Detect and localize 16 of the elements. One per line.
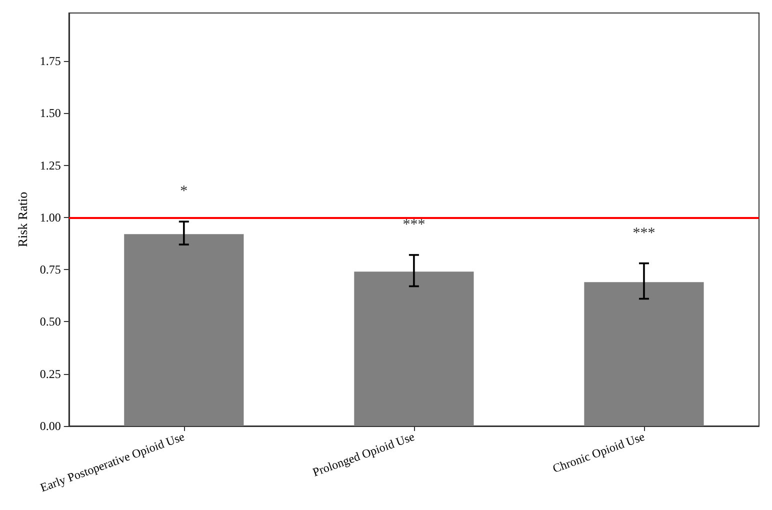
annotation: *** [632, 225, 656, 242]
y-tick-label: 0.00 [40, 419, 61, 433]
x-tick-label: Chronic Opioid Use [550, 429, 646, 476]
annotation: * [180, 184, 188, 200]
bar [584, 282, 704, 426]
y-tick-label: 0.50 [40, 314, 61, 329]
y-tick-label: 1.50 [40, 106, 61, 120]
y-tick-label: 0.25 [40, 366, 61, 381]
y-axis-title: Risk Ratio [15, 192, 30, 248]
y-tick-label: 0.75 [40, 262, 61, 277]
annotation: *** [402, 216, 426, 233]
y-tick-label: 1.25 [40, 158, 61, 172]
y-tick-label: 1.75 [40, 54, 61, 68]
bar [124, 234, 244, 426]
bar [354, 272, 474, 426]
y-tick-label: 1.00 [40, 210, 61, 224]
